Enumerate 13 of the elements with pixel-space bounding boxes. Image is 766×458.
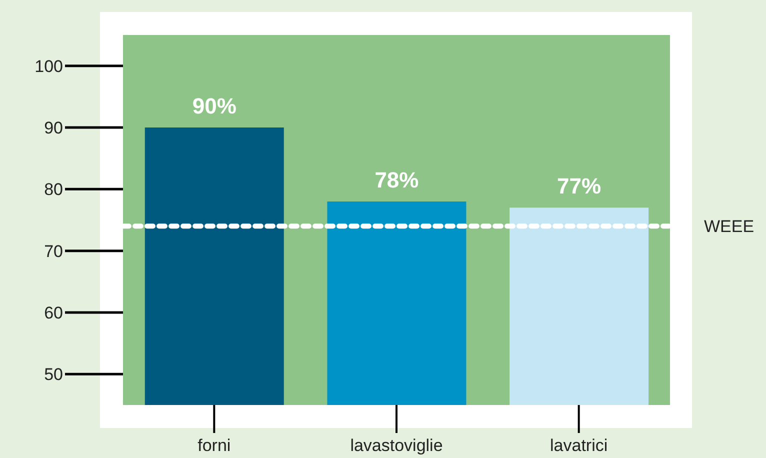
data-label: 90% bbox=[192, 94, 236, 118]
data-label: 77% bbox=[557, 174, 602, 199]
x-tick-label: lavastoviglie bbox=[350, 436, 443, 456]
y-tick-label: 50 bbox=[44, 365, 63, 384]
x-tick-label: lavatrici bbox=[550, 436, 608, 456]
data-label: 78% bbox=[374, 168, 419, 192]
y-tick-label: 70 bbox=[44, 242, 63, 261]
y-tick-label: 80 bbox=[44, 180, 63, 200]
y-tick-label: 60 bbox=[44, 304, 63, 323]
ref-line-label: WEEE bbox=[704, 217, 754, 236]
y-tick-label: 100 bbox=[34, 56, 63, 76]
x-tick-label: forni bbox=[198, 436, 231, 456]
y-tick-label: 90 bbox=[44, 118, 63, 138]
